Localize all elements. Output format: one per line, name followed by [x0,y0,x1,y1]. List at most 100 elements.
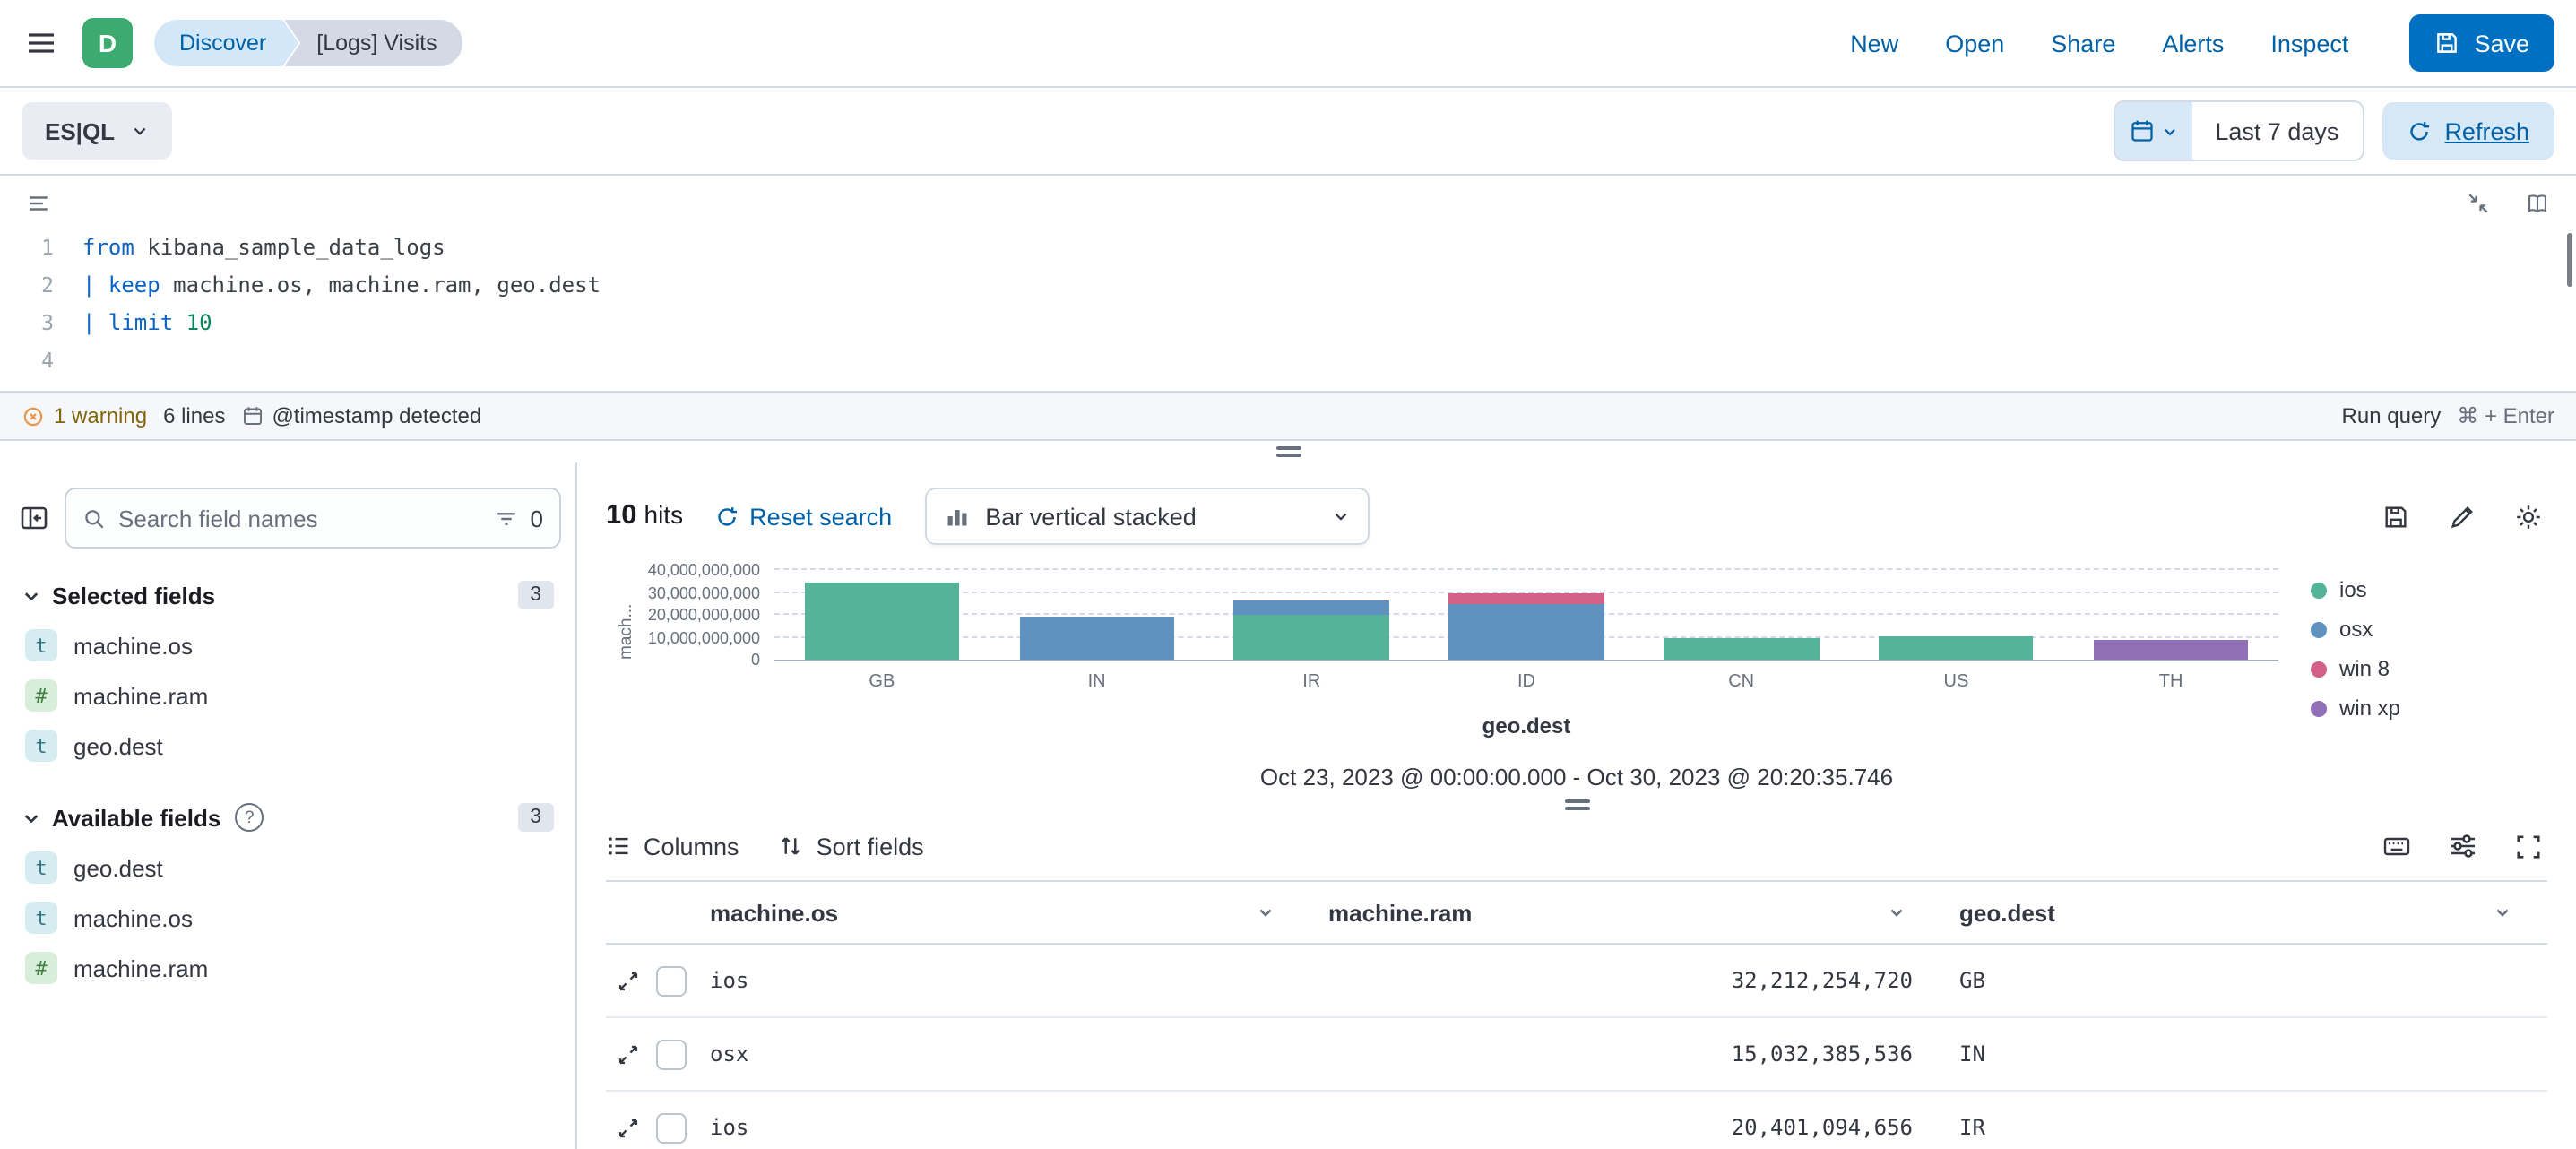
editor-footer: 1 warning 6 lines @timestamp detected Ru… [0,391,2576,439]
plot-area[interactable] [774,568,2278,661]
legend-item[interactable]: win xp [2311,695,2547,721]
breadcrumb-discover[interactable]: Discover [154,20,298,66]
available-fields-header[interactable]: Available fields ? 3 [22,803,554,832]
column-header-geo.dest[interactable]: geo.dest [1941,882,2547,943]
cell-machine-ram[interactable]: 15,032,385,536 [1731,1041,1913,1067]
shrink-editor-button[interactable] [2461,186,2495,220]
cell-machine-os[interactable]: ios [710,1115,749,1140]
bar-segment-ios[interactable] [804,582,960,660]
bar-segment-win-xp[interactable] [2093,639,2249,660]
field-list-item[interactable]: t geo.dest [14,721,561,771]
field-list-item[interactable]: # machine.ram [14,943,561,993]
legend-item[interactable]: ios [2311,577,2547,602]
chart-type-select[interactable]: Bar vertical stacked [924,488,1370,545]
chevron-down-icon[interactable] [2494,903,2511,921]
expand-row-icon[interactable] [617,1116,640,1139]
chart-options-button[interactable] [2510,497,2547,535]
cell-geo-dest[interactable]: IN [1959,1041,1985,1067]
expand-row-icon[interactable] [617,1042,640,1066]
nav-alerts[interactable]: Alerts [2162,30,2225,56]
fields-sidebar: Search field names 0 Selected fields 3 t… [0,462,577,1149]
editor-resize-handle[interactable] [1275,446,1301,457]
field-list-item[interactable]: t machine.os [14,893,561,943]
chevron-down-icon[interactable] [1257,903,1275,921]
bar-segment-osx[interactable] [1448,604,1604,660]
field-list-item[interactable]: t machine.os [14,620,561,670]
reset-search-button[interactable]: Reset search [715,503,892,530]
bar-segment-ios[interactable] [1233,614,1389,660]
field-list-item[interactable]: t geo.dest [14,842,561,893]
code-line[interactable]: 1 from kibana_sample_data_logs [0,229,2576,267]
bar-segment-ios[interactable] [1664,637,1819,660]
row-checkbox[interactable] [656,965,687,996]
bar-segment-ios[interactable] [1879,635,2034,660]
cell-machine-ram[interactable]: 32,212,254,720 [1731,968,1913,993]
cell-machine-os[interactable]: osx [710,1041,749,1067]
row-checkbox[interactable] [656,1112,687,1143]
columns-button[interactable]: Columns [606,833,739,860]
nav-new[interactable]: New [1850,30,1899,56]
cell-geo-dest[interactable]: IR [1959,1115,1985,1140]
save-button[interactable]: Save [2409,14,2554,72]
field-filter-icon[interactable] [495,506,518,530]
row-controls [606,1039,692,1069]
code-text: | limit 10 [82,310,212,335]
selected-fields-list: t machine.os # machine.ram t geo.dest [14,620,561,771]
row-checkbox[interactable] [656,1039,687,1069]
menu-button[interactable] [22,23,61,63]
refresh-button[interactable]: Refresh [2382,102,2554,160]
quick-select-button[interactable] [2114,102,2192,160]
bar-chart-icon [944,504,969,529]
edit-visualization-button[interactable] [2443,497,2481,535]
line-number: 4 [41,348,54,373]
documents-table: machine.os machine.ram geo.dest ios 32,212,… [606,880,2547,1149]
nav-share[interactable]: Share [2051,30,2116,56]
documentation-button[interactable] [2520,186,2554,220]
x-tick-label: TH [2158,672,2183,692]
editor-scrollbar[interactable] [2567,233,2572,287]
field-name: machine.ram [73,682,209,709]
run-query-label[interactable]: Run query [2341,403,2442,428]
code-editor-area[interactable]: 1 from kibana_sample_data_logs 2 | keep mac… [0,226,2576,391]
x-tick-label: ID [1517,672,1535,692]
sort-fields-button[interactable]: Sort fields [779,833,924,860]
cell-geo-dest[interactable]: GB [1959,968,1985,993]
bar-segment-osx[interactable] [1019,616,1174,660]
chevron-down-icon[interactable] [1888,903,1906,921]
legend-item[interactable]: win 8 [2311,656,2547,681]
collapse-sidebar-button[interactable] [14,498,54,538]
editor-menu-button[interactable] [22,186,56,220]
nav-inspect[interactable]: Inspect [2270,30,2349,56]
nav-open[interactable]: Open [1945,30,2005,56]
code-line[interactable]: 3 | limit 10 [0,305,2576,342]
fullscreen-button[interactable] [2510,827,2547,865]
selected-fields-header[interactable]: Selected fields 3 [22,581,554,609]
code-lines: 1 from kibana_sample_data_logs 2 | keep mac… [0,229,2576,380]
bar-segment-win-8[interactable] [1448,593,1604,605]
bar-segment-osx[interactable] [1233,600,1389,614]
help-icon[interactable]: ? [235,803,264,832]
code-line[interactable]: 2 | keep machine.os, machine.ram, geo.des… [0,267,2576,305]
sort-icon [779,834,804,859]
cell-machine-ram[interactable]: 20,401,094,656 [1731,1115,1913,1140]
esql-mode-button[interactable]: ES|QL [22,102,173,160]
code-line[interactable]: 4 [0,342,2576,380]
lines-icon [27,191,50,214]
space-avatar[interactable]: D [82,18,133,68]
column-header-machine.ram[interactable]: machine.ram [1310,882,1941,943]
display-options-button[interactable] [2443,826,2483,866]
save-visualization-button[interactable] [2377,497,2415,535]
collapse-sidebar-icon [20,504,48,532]
warning-indicator[interactable]: 1 warning [22,403,147,428]
cell-machine-os[interactable]: ios [710,968,749,993]
search-field-names-input[interactable]: Search field names 0 [65,488,561,549]
column-header-machine.os[interactable]: machine.os [692,882,1310,943]
keyboard-shortcuts-button[interactable] [2377,826,2416,866]
column-header-label: machine.ram [1328,899,1473,926]
expand-row-icon[interactable] [617,969,640,992]
field-list-item[interactable]: # machine.ram [14,670,561,721]
selected-fields-count-badge: 3 [517,581,554,609]
legend-item[interactable]: osx [2311,617,2547,642]
chart-resize-handle[interactable] [1564,799,1589,810]
time-range-display[interactable]: Last 7 days [2215,117,2339,144]
